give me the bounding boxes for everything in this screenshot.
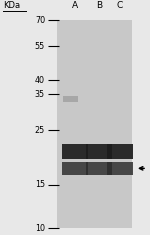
Text: 70: 70 (35, 16, 45, 25)
Text: A: A (72, 1, 78, 10)
Text: 25: 25 (35, 126, 45, 135)
Bar (107, 162, 133, 175)
Bar (86, 144, 112, 159)
Bar (86, 162, 112, 175)
Text: C: C (117, 1, 123, 10)
Bar (62, 162, 88, 175)
Bar (57, 20, 132, 228)
Bar (107, 144, 133, 159)
Text: B: B (96, 1, 102, 10)
Text: 55: 55 (35, 42, 45, 51)
Text: 10: 10 (35, 224, 45, 233)
Text: 40: 40 (35, 76, 45, 85)
Text: KDa: KDa (3, 1, 20, 10)
Bar (63, 96, 78, 102)
Text: 15: 15 (35, 180, 45, 189)
Bar (62, 144, 88, 159)
Text: 35: 35 (35, 90, 45, 99)
